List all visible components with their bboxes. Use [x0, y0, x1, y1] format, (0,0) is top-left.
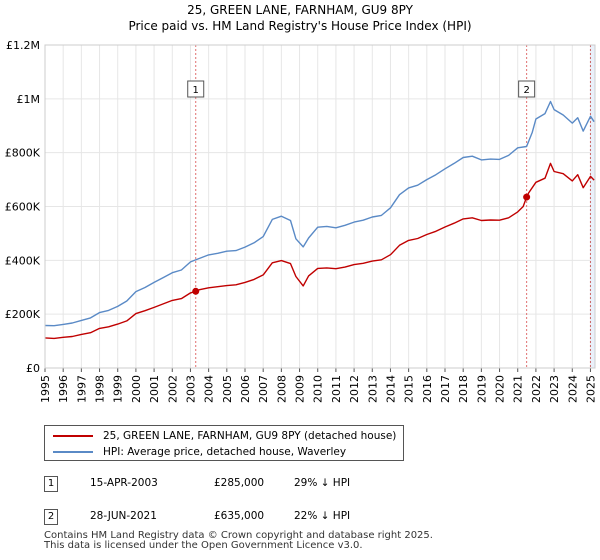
x-tick-label: 2023	[548, 375, 561, 403]
sale-date: 15-APR-2003	[90, 477, 158, 489]
sale-vline-label-box	[187, 80, 205, 98]
y-tick-label: £1M	[17, 93, 41, 106]
x-tick-label: 2017	[439, 375, 452, 403]
legend-label-hpi: HPI: Average price, detached house, Wave…	[103, 446, 347, 458]
x-tick-label: 1996	[57, 375, 70, 403]
footer-line-1: Contains HM Land Registry data © Crown c…	[44, 530, 433, 541]
y-tick-label: £800K	[5, 147, 41, 160]
x-tick-label: 2020	[494, 375, 507, 403]
sale-vline-label-box	[518, 80, 536, 98]
x-tick-label: 2007	[257, 375, 270, 403]
x-tick-label: 2016	[421, 375, 434, 403]
y-tick-label: £0	[26, 362, 40, 375]
y-tick-label: £200K	[5, 308, 41, 321]
x-tick-label: 2010	[312, 375, 325, 403]
x-tick-label: 2024	[566, 375, 579, 403]
x-tick-label: 2005	[221, 375, 234, 403]
sale-vlines	[195, 45, 528, 368]
footer: Contains HM Land Registry data © Crown c…	[44, 531, 433, 551]
series-lines	[44, 100, 595, 340]
sales-table: 1 15-APR-2003 £285,000 29% ↓ HPI 2 28-JU…	[44, 473, 600, 539]
chart-subtitle: Price paid vs. HM Land Registry's House …	[128, 19, 472, 33]
x-tick-label: 2003	[184, 375, 197, 403]
footer-line-2: This data is licensed under the Open Gov…	[44, 540, 363, 551]
legend-swatch-property	[53, 435, 93, 437]
legend-label-property: 25, GREEN LANE, FARNHAM, GU9 8PY (detach…	[103, 430, 397, 442]
sale-date: 28-JUN-2021	[90, 510, 157, 522]
x-tick-label: 2011	[330, 375, 343, 403]
y-tick-label: £600K	[5, 201, 41, 214]
x-tick-label: 2021	[512, 375, 525, 403]
sale-point	[523, 193, 531, 201]
x-tick-label: 1999	[112, 375, 125, 403]
y-tick-label: £400K	[5, 254, 41, 267]
x-tick-label: 1997	[75, 375, 88, 403]
sale-price: £635,000	[214, 510, 265, 522]
x-tick-label: 2000	[130, 375, 143, 403]
x-tick-label: 2015	[403, 375, 416, 403]
sale-point	[192, 287, 200, 295]
legend: 25, GREEN LANE, FARNHAM, GU9 8PY (detach…	[44, 425, 404, 461]
sale-row: 2 28-JUN-2021 £635,000 22% ↓ HPI	[44, 506, 600, 528]
x-tick-label: 2004	[203, 375, 216, 403]
x-tick-label: 2018	[457, 375, 470, 403]
x-tick-label: 1998	[94, 375, 107, 403]
sale-vline-label: 2	[523, 85, 529, 96]
sale-price: £285,000	[214, 477, 265, 489]
hpi-line	[44, 100, 595, 327]
sale-hpi-diff: 29% ↓ HPI	[294, 477, 351, 489]
x-tick-label: 2008	[275, 375, 288, 403]
x-axis-ticks: 1995 1996 1997 1998 1999 2000 2001 2002 2003 2004…	[39, 368, 597, 403]
plot-border	[44, 44, 596, 369]
property-price-line	[44, 162, 595, 340]
x-tick-label: 2013	[366, 375, 379, 403]
sale-number-badge: 2	[44, 509, 58, 525]
x-tick-label: 2022	[530, 375, 543, 403]
x-tick-label: 2025	[584, 375, 597, 403]
sale-number-badge: 1	[44, 476, 58, 492]
sale-points	[192, 193, 531, 295]
chart-title: 25, GREEN LANE, FARNHAM, GU9 8PY	[187, 3, 413, 17]
x-tick-label: 2019	[475, 375, 488, 403]
x-tick-label: 2002	[166, 375, 179, 403]
sale-hpi-diff: 22% ↓ HPI	[294, 510, 351, 522]
shaded-regions	[589, 45, 595, 368]
x-tick-label: 1995	[39, 375, 52, 403]
y-axis-ticks: £0 £200K £400K £600K £800K £1M £1.2M	[5, 39, 41, 375]
y-tick-label: £1.2M	[6, 39, 40, 52]
x-tick-label: 2012	[348, 375, 361, 403]
x-tick-label: 2014	[384, 375, 397, 403]
forecast-shade	[590, 45, 595, 368]
sale-vline-label: 1	[193, 85, 199, 96]
sale-row: 1 15-APR-2003 £285,000 29% ↓ HPI	[44, 473, 600, 495]
x-tick-label: 2006	[239, 375, 252, 403]
x-tick-label: 2009	[294, 375, 307, 403]
legend-swatch-hpi	[53, 451, 93, 453]
x-tick-label: 2001	[148, 375, 161, 403]
